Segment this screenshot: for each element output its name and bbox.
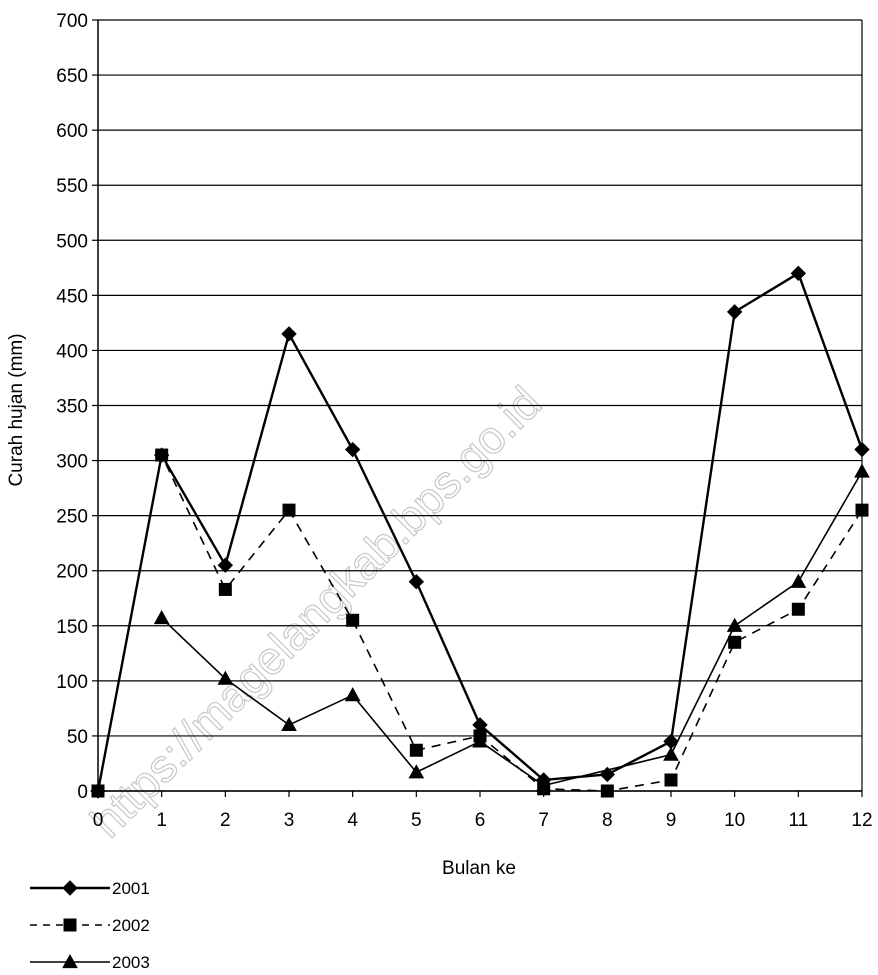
y-tick-label: 50 [67, 727, 88, 748]
legend-entry-2002: 2002 [30, 916, 150, 935]
grid-layer [98, 19, 862, 792]
series-2001-point [217, 557, 234, 573]
y-tick-label: 500 [56, 231, 88, 252]
series-2001-point [344, 441, 361, 458]
legend: 2001 2002 2003 [30, 879, 150, 972]
legend-marker [62, 880, 78, 896]
series-2002-point [664, 773, 678, 787]
series-2002-point [855, 503, 869, 517]
x-axis-title: Bulan ke [442, 858, 516, 879]
x-tick-label: 12 [851, 810, 872, 831]
series-2003-point [217, 670, 234, 685]
series-2002-point [91, 784, 105, 798]
series-2002-point [409, 743, 423, 757]
legend-label: 2002 [112, 916, 150, 935]
x-tick-label: 10 [724, 810, 745, 831]
y-tick-label: 100 [56, 672, 88, 693]
axes-layer: 0501001502002503003504004505005506006507… [56, 11, 872, 831]
y-tick-label: 400 [56, 341, 88, 362]
y-tick-label: 250 [56, 507, 88, 528]
y-tick-label: 650 [56, 66, 88, 87]
series-2003-point [790, 573, 807, 588]
legend-entry-2003: 2003 [30, 953, 150, 972]
series-2002-point [346, 613, 360, 627]
watermark: https://magelangkab.bps.go.id [80, 376, 551, 847]
legend-entry-2001: 2001 [30, 879, 150, 898]
series-2002-point [155, 448, 169, 462]
y-tick-label: 0 [77, 782, 88, 803]
series-2003-point [854, 463, 870, 478]
x-tick-label: 5 [411, 810, 422, 831]
y-tick-label: 150 [56, 617, 88, 638]
series-2001-point [408, 574, 425, 590]
x-tick-label: 0 [93, 810, 104, 831]
series-2003-point [344, 687, 361, 702]
series-2001-point [854, 441, 870, 458]
x-tick-label: 4 [347, 810, 358, 831]
series-2001-point [281, 326, 297, 342]
x-tick-label: 9 [666, 810, 677, 831]
y-tick-label: 300 [56, 452, 88, 473]
x-tick-label: 6 [475, 810, 486, 831]
y-tick-label: 700 [56, 11, 88, 32]
series-2003 [153, 463, 870, 792]
series-2002-point [791, 602, 805, 616]
series-2001-point [726, 304, 743, 320]
legend-label: 2001 [112, 879, 150, 898]
x-tick-label: 1 [156, 810, 167, 831]
legend-marker [63, 918, 77, 932]
series-2001-point [790, 265, 807, 282]
series-2003-point [663, 746, 679, 761]
x-tick-label: 7 [538, 810, 549, 831]
y-tick-label: 600 [56, 121, 88, 142]
series-2003-point [281, 716, 297, 732]
series-2003-point [408, 764, 425, 779]
x-tick-label: 8 [602, 810, 613, 831]
series-2003-point [726, 617, 743, 632]
x-tick-label: 2 [220, 810, 231, 831]
series-2002-point [282, 503, 296, 517]
series-2003-point [472, 733, 488, 748]
y-tick-label: 200 [56, 562, 88, 583]
legend-label: 2003 [112, 953, 150, 972]
series-2003-point [153, 610, 170, 625]
series-2002-point [218, 582, 232, 596]
legend-marker [62, 953, 78, 969]
series-2002-point [728, 635, 742, 649]
series-2003-point [535, 777, 552, 792]
x-tick-label: 3 [284, 810, 295, 831]
series-2002-point [600, 784, 614, 798]
x-tick-label: 11 [788, 810, 808, 831]
y-axis-title: Curah hujan (mm) [6, 333, 27, 486]
y-tick-label: 350 [56, 397, 88, 418]
series-layer [90, 265, 870, 799]
y-tick-label: 550 [56, 176, 88, 197]
y-tick-label: 450 [56, 286, 88, 307]
